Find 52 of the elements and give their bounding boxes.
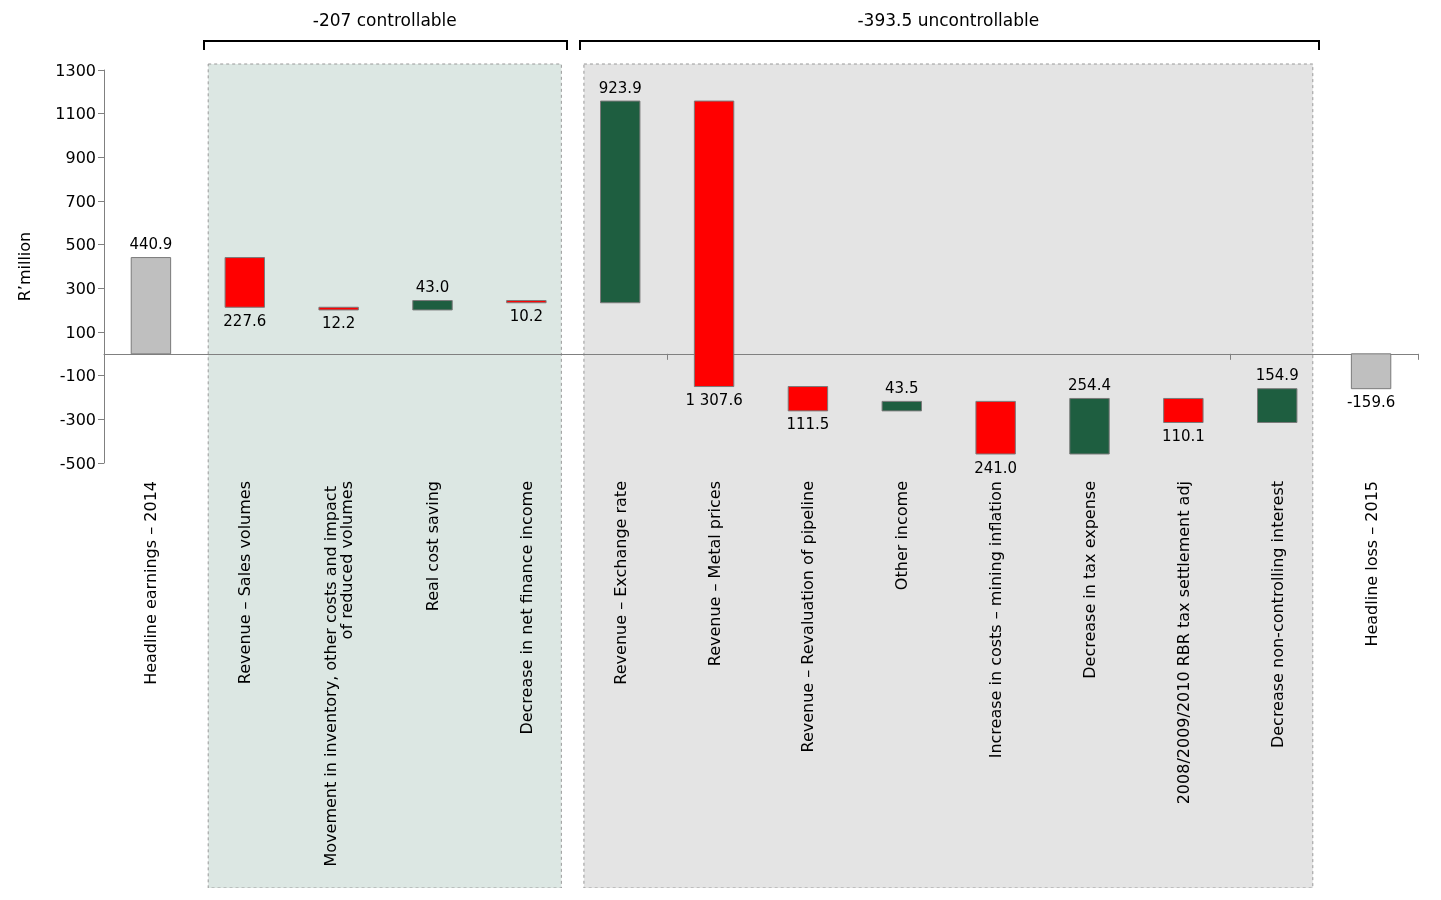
- data-label: 254.4: [1068, 375, 1111, 394]
- data-label: 10.2: [509, 307, 544, 326]
- data-label: 110.1: [1161, 427, 1205, 445]
- x-tick-label: Headline earnings – 2014: [141, 481, 161, 685]
- x-tick-label: Decrease in tax expense: [1080, 481, 1099, 679]
- bar: [1069, 397, 1110, 455]
- x-tick-label: Other income: [892, 481, 912, 591]
- data-label: 923.9: [598, 78, 642, 97]
- band-label: -207 controllable: [311, 10, 458, 30]
- data-label: 154.9: [1255, 366, 1299, 385]
- y-axis-title: R’million: [14, 231, 34, 302]
- x-tick-label: Decrease in net finance income: [516, 481, 536, 735]
- bar: [224, 257, 265, 308]
- y-tick-label: -500: [59, 453, 96, 473]
- x-tick-label: Movement in inventory, other costs and impact of reduced volumes: [321, 481, 357, 867]
- band-label: -393.5 uncontrollable: [856, 10, 1041, 30]
- data-label: -159.6: [1346, 393, 1396, 412]
- bar: [318, 306, 359, 311]
- y-tick-label: 900: [65, 147, 96, 167]
- y-tick-label: -100: [59, 366, 96, 386]
- y-tick-label: 300: [65, 278, 96, 298]
- bar: [506, 300, 547, 304]
- data-label: 241.0: [974, 458, 1018, 477]
- x-tick-label: Headline loss – 2015: [1361, 481, 1381, 647]
- x-tick-label: Revenue – Revaluation of pipeline: [798, 481, 818, 753]
- data-label: 227.6: [223, 311, 267, 330]
- y-tick-label: 1300: [55, 60, 96, 80]
- x-tick-label: Revenue – Exchange rate: [610, 481, 630, 685]
- x-tick-label: Decrease non-controlling interest: [1267, 481, 1287, 749]
- data-label: 440.9: [129, 235, 173, 254]
- x-tick-label: Revenue – Metal prices: [704, 481, 724, 667]
- x-tick-label: Real cost saving: [423, 481, 442, 612]
- bar: [1163, 397, 1204, 423]
- bar: [412, 300, 453, 311]
- x-tick-label: 2008/2009/2010 RBR tax settlement adj: [1173, 481, 1193, 805]
- bar: [1257, 388, 1298, 423]
- x-tick-label: Revenue – Sales volumes: [235, 481, 255, 685]
- y-tick-label: 100: [65, 322, 96, 342]
- data-label: 43.0: [415, 278, 450, 297]
- y-tick-label: -300: [59, 409, 96, 429]
- data-label: 111.5: [786, 415, 830, 434]
- y-tick-label: 1100: [55, 104, 96, 124]
- x-tick-label: Increase in costs – mining inflation: [986, 481, 1006, 759]
- bar: [881, 400, 922, 412]
- y-tick-label: 700: [65, 191, 96, 211]
- bar: [975, 400, 1016, 455]
- data-label: 1 307.6: [685, 391, 743, 410]
- data-label: 43.5: [885, 378, 919, 397]
- bar: [600, 100, 641, 304]
- data-label: 12.2: [321, 314, 356, 333]
- y-tick-label: 500: [65, 235, 96, 255]
- bar: [787, 386, 829, 412]
